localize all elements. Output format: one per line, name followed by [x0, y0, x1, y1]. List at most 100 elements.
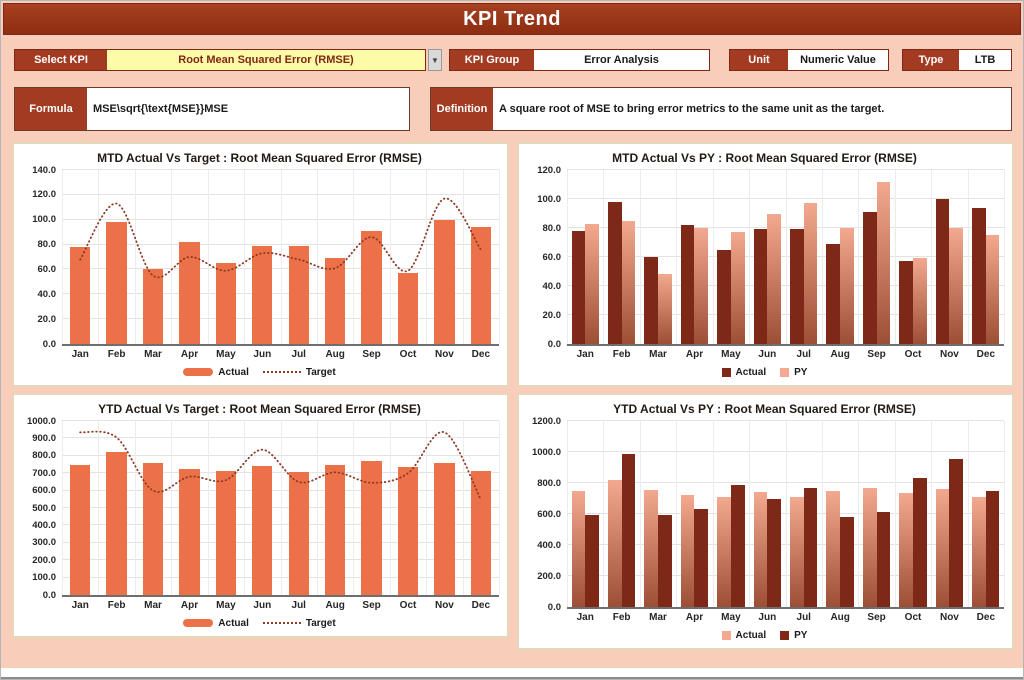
actual-bar-may: [215, 471, 237, 595]
gridline-vertical: [462, 421, 464, 595]
y-tick-label: 400.0: [32, 519, 56, 531]
gridline-vertical: [567, 421, 568, 607]
gridline-vertical: [353, 421, 355, 595]
x-tick-label: Jul: [796, 612, 811, 623]
chart-title: MTD Actual Vs Target : Root Mean Squared…: [97, 151, 422, 165]
legend-swatch-pill: [183, 368, 214, 376]
legend-item-py: PY: [780, 630, 807, 641]
x-tick-label: Oct: [399, 349, 417, 360]
x-tick-label: Nov: [434, 600, 454, 611]
definition-box: Definition A square root of MSE to bring…: [430, 87, 1012, 131]
gridline-vertical: [207, 170, 209, 344]
y-tick-label: 40.0: [542, 280, 562, 292]
x-tick-label: Sep: [362, 600, 381, 611]
y-axis: 0.0 200.0 400.0 600.0 800.0 1000.0 1200.0: [525, 416, 567, 613]
y-tick-label: 1000.0: [26, 415, 56, 427]
y-tick-label: 80.0: [542, 222, 562, 234]
actual-bar-dec: [972, 496, 986, 607]
py-bar-oct: [912, 477, 927, 607]
py-bar-feb: [621, 220, 636, 344]
plot-area: [62, 420, 500, 597]
x-tick-label: Feb: [612, 612, 631, 623]
formula-box: Formula MSE\sqrt{\text{MSE}}MSE: [14, 87, 410, 131]
formula-label: Formula: [15, 88, 87, 130]
actual-bar-oct: [397, 466, 419, 595]
x-tick-label: Jan: [576, 612, 594, 623]
x-tick-label: Aug: [830, 612, 850, 623]
gridline-vertical: [134, 170, 136, 344]
legend-label: Actual: [735, 629, 767, 641]
py-bar-nov: [949, 228, 964, 344]
y-tick-label: 100.0: [32, 572, 56, 584]
gridline-horizontal: [567, 169, 1004, 170]
actual-bar-nov: [434, 219, 455, 344]
y-tick-label: 0.0: [42, 338, 56, 350]
gridline-vertical: [171, 421, 173, 595]
py-bar-jun: [767, 498, 781, 607]
x-tick-label: Apr: [685, 349, 704, 360]
gridline-vertical: [316, 170, 318, 344]
gridline-vertical: [244, 170, 246, 344]
legend-swatch-square: [721, 630, 731, 640]
actual-bar-dec: [470, 471, 491, 595]
legend-item-target: Target: [262, 618, 336, 629]
actual-bar-nov: [434, 462, 455, 595]
type-field: LTB: [959, 50, 1011, 70]
gridline-vertical: [603, 170, 605, 344]
gridline-vertical: [821, 421, 823, 607]
actual-bar-oct: [899, 261, 913, 344]
y-tick-label: 0.0: [547, 601, 561, 613]
gridline-vertical: [499, 421, 500, 595]
gridline-vertical: [894, 421, 896, 607]
py-bar-jun: [767, 213, 781, 344]
chart-legend: Actual Target: [20, 613, 499, 633]
py-bar-aug: [840, 228, 854, 344]
y-tick-label: 100.0: [537, 193, 561, 205]
actual-bar-jun: [252, 245, 273, 344]
page-title-text: KPI Trend: [463, 7, 561, 30]
chart-ytd-actual-vs-py: YTD Actual Vs PY : Root Mean Squared Err…: [517, 393, 1014, 650]
gridline-vertical: [712, 421, 714, 607]
legend-label: Actual: [218, 366, 249, 378]
legend-item-py: PY: [780, 367, 807, 378]
gridline-horizontal: [62, 169, 499, 170]
x-tick-label: Jul: [291, 600, 306, 611]
formula-field: MSE\sqrt{\text{MSE}}MSE: [93, 103, 229, 115]
y-tick-label: 800.0: [32, 450, 56, 462]
chart-legend: Actual PY: [525, 362, 1004, 382]
y-tick-label: 200.0: [32, 554, 56, 566]
gridline-vertical: [389, 421, 391, 595]
plot-area: [567, 169, 1005, 346]
actual-bar-aug: [324, 464, 346, 595]
gridline-vertical: [280, 170, 282, 344]
gridline-vertical: [426, 421, 428, 595]
select-kpi-dropdown-button[interactable]: ▼: [428, 49, 442, 71]
actual-bar-sep: [862, 487, 877, 607]
window-bottom-edge: [0, 677, 1024, 680]
x-tick-label: Dec: [471, 349, 491, 360]
gridline-vertical: [639, 421, 641, 607]
legend-swatch-pill: [183, 619, 214, 627]
actual-bar-oct: [899, 492, 913, 607]
gridline-vertical: [749, 170, 751, 344]
x-tick-label: May: [216, 600, 236, 611]
y-tick-label: 900.0: [32, 432, 56, 444]
py-bar-may: [730, 484, 745, 607]
actual-bar-feb: [607, 479, 622, 607]
x-tick-label: Jun: [253, 349, 272, 360]
gridline-vertical: [98, 421, 100, 595]
gridline-vertical: [858, 421, 860, 607]
py-bar-dec: [985, 490, 1000, 607]
gridline-vertical: [316, 421, 318, 595]
select-kpi-field[interactable]: Root Mean Squared Error (RMSE): [107, 50, 425, 70]
x-tick-label: Aug: [325, 349, 345, 360]
actual-bar-aug: [324, 258, 346, 344]
actual-bar-may: [717, 496, 731, 607]
gridline-vertical: [171, 170, 173, 344]
actual-bar-jun: [753, 491, 768, 607]
x-axis: Jan Feb Mar Apr May Jun Jul Aug Sep Oct Nov Dec: [62, 346, 499, 362]
py-bar-apr: [694, 508, 709, 607]
chart-body: 0.0 200.0 400.0 600.0 800.0 1000.0 1200.0: [525, 416, 1005, 613]
y-tick-label: 20.0: [542, 309, 562, 321]
actual-bar-sep: [862, 212, 877, 344]
